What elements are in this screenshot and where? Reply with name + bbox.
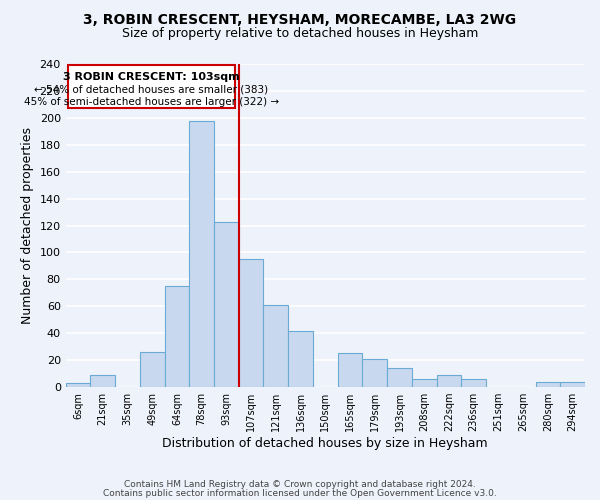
Text: Contains public sector information licensed under the Open Government Licence v3: Contains public sector information licen… — [103, 488, 497, 498]
Bar — [239, 259, 263, 387]
Bar — [362, 359, 387, 387]
Bar — [437, 375, 461, 387]
Bar — [338, 354, 362, 387]
Text: Contains HM Land Registry data © Crown copyright and database right 2024.: Contains HM Land Registry data © Crown c… — [124, 480, 476, 489]
Bar — [65, 383, 91, 387]
Bar — [536, 382, 560, 387]
Bar — [461, 379, 486, 387]
Bar — [263, 305, 288, 387]
X-axis label: Distribution of detached houses by size in Heysham: Distribution of detached houses by size … — [163, 437, 488, 450]
Text: Size of property relative to detached houses in Heysham: Size of property relative to detached ho… — [122, 28, 478, 40]
Bar — [214, 222, 239, 387]
Bar — [164, 286, 189, 387]
Text: 3 ROBIN CRESCENT: 103sqm: 3 ROBIN CRESCENT: 103sqm — [63, 72, 240, 82]
Bar — [387, 368, 412, 387]
Text: 3, ROBIN CRESCENT, HEYSHAM, MORECAMBE, LA3 2WG: 3, ROBIN CRESCENT, HEYSHAM, MORECAMBE, L… — [83, 12, 517, 26]
Bar — [189, 120, 214, 387]
Text: ← 54% of detached houses are smaller (383): ← 54% of detached houses are smaller (38… — [34, 85, 269, 95]
Bar — [412, 379, 437, 387]
Text: 45% of semi-detached houses are larger (322) →: 45% of semi-detached houses are larger (… — [24, 97, 279, 107]
Bar — [288, 330, 313, 387]
FancyBboxPatch shape — [68, 66, 235, 108]
Bar — [91, 375, 115, 387]
Bar — [140, 352, 164, 387]
Y-axis label: Number of detached properties: Number of detached properties — [21, 127, 34, 324]
Bar — [560, 382, 585, 387]
